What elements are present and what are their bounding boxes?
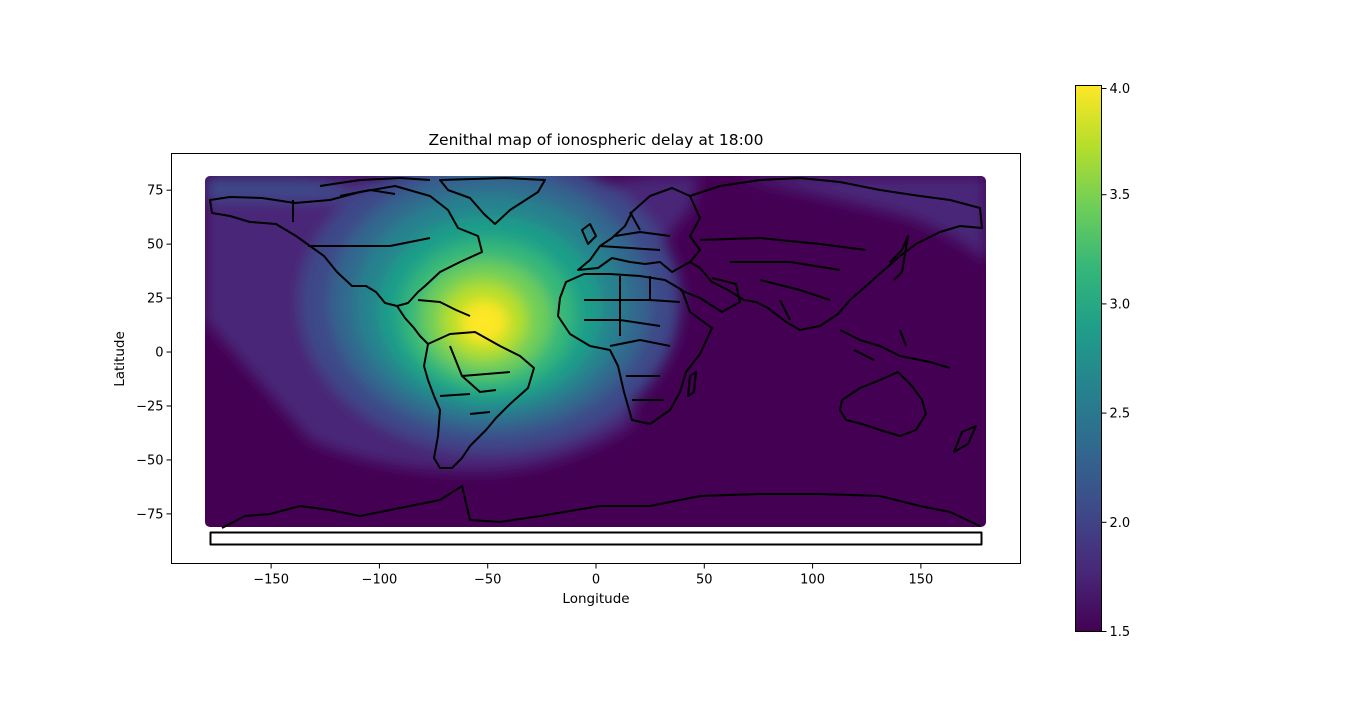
border-south-america-internal [439,345,511,415]
border-africa-internal [584,276,681,401]
y-axis-ticks: 75 50 25 0 −25 −50 −75 [136,184,172,522]
border-arctic-islands [319,177,431,197]
x-axis-ticks: −150 −100 −50 0 50 100 150 [253,563,933,588]
x-tick-label: 50 [696,573,713,588]
chart-title: Zenithal map of ionospheric delay at 18:… [428,131,763,149]
colorbar-tick-label: 2.0 [1110,516,1131,531]
country-borders [209,177,983,546]
x-tick-label: 150 [908,573,933,588]
border-southeast-asia [839,329,951,369]
colorbar-tick-label: 3.0 [1110,297,1131,312]
border-asia-internal [699,237,867,321]
border-central-america [396,305,429,345]
y-tick-label: 50 [147,238,164,253]
border-madagascar [687,371,697,397]
border-europe [577,187,701,273]
border-caribbean [417,299,471,317]
colorbar-tick-label: 4.0 [1110,82,1131,97]
colorbar [1075,85,1102,632]
border-asia [689,177,983,331]
border-middle-east [679,277,741,313]
x-tick-label: −100 [362,573,398,588]
x-axis-label: Longitude [562,591,629,607]
x-tick-label: −150 [253,573,289,588]
heatmap-band-1b [205,176,360,200]
border-antarctica [221,485,981,529]
border-antarctic-strip [209,531,983,546]
heatmap-band-1c [735,176,986,262]
y-tick-label: −75 [136,507,163,522]
border-australia [839,371,927,437]
y-tick-label: −50 [136,453,163,468]
border-new-zealand [953,425,977,453]
border-us-canada [308,237,431,247]
colorbar-tick-label: 3.5 [1110,188,1131,203]
x-tick-label: 100 [800,573,825,588]
colorbar-tick-label: 2.5 [1110,407,1131,422]
colorbar-tick-label: 1.5 [1110,625,1131,640]
colorbar-ticks: 4.0 3.5 3.0 2.5 2.0 1.5 [1101,82,1131,640]
border-europe-internal [599,211,671,251]
x-tick-label: 0 [592,573,600,588]
heatmap-layer [205,176,986,527]
y-axis-label: Latitude [112,331,128,387]
border-japan [889,235,909,281]
border-uk [581,223,597,245]
border-africa [557,273,713,425]
border-greenland [439,177,546,225]
border-south-america [423,331,535,469]
y-tick-label: 25 [147,292,164,307]
y-tick-label: 0 [155,346,163,361]
y-tick-label: −25 [136,399,163,414]
y-tick-label: 75 [147,184,164,199]
x-tick-label: −50 [474,573,501,588]
